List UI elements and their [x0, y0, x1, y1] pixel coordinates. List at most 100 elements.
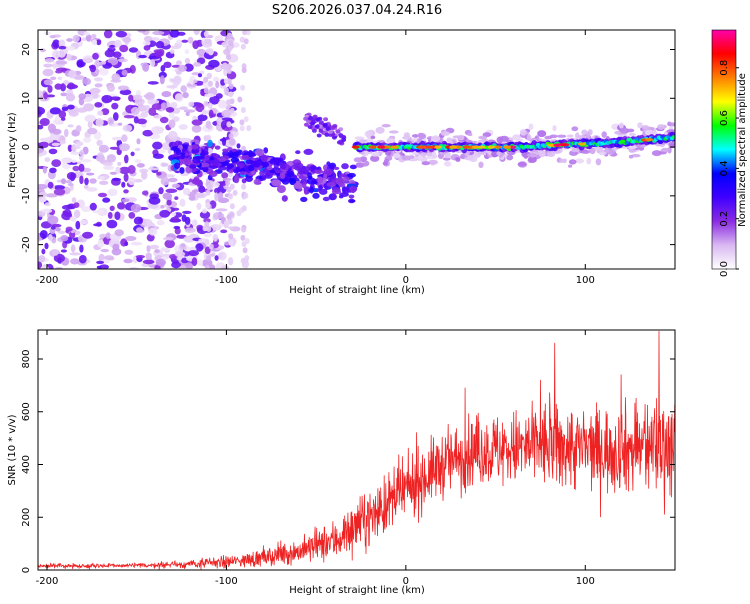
spectrogram-blob [241, 183, 247, 190]
spectrogram-blob [92, 52, 99, 60]
colorbar-tick-label: 0.8 [719, 60, 730, 76]
figure-title: S206.2026.037.04.24.R16 [272, 3, 442, 18]
spectrogram-blob [316, 133, 322, 138]
spectrogram-blob [323, 173, 328, 179]
spectrogram-blob [213, 76, 220, 83]
spectrogram-blob [75, 125, 82, 133]
spectrogram-blob [417, 132, 424, 138]
spectrogram-blob [106, 219, 118, 229]
spectrogram-blob [197, 73, 203, 78]
spectrogram-blob [187, 250, 199, 257]
spectrogram-blob [462, 145, 471, 149]
spectrogram-blob [377, 145, 386, 149]
spectrogram-blob [44, 58, 55, 63]
spectrogram-blob [121, 181, 126, 188]
spectrogram-blob [96, 260, 105, 265]
spectrogram-blob [143, 45, 151, 51]
spectrogram-blob [174, 196, 179, 201]
spectrogram-blob [342, 186, 350, 195]
spectrogram-blob [575, 158, 585, 164]
spectrogram-blob [228, 233, 234, 240]
spectrogram-blob [241, 154, 251, 160]
spectrogram-blob [191, 178, 200, 185]
spectrogram-blob [411, 134, 419, 138]
spectrogram-blob [200, 162, 210, 168]
spectrogram-blob [76, 107, 88, 113]
spectrogram-blob [556, 134, 567, 138]
spectrogram-blob [99, 66, 109, 76]
spectrogram-blob [175, 150, 182, 156]
spectrogram-blob [47, 181, 54, 189]
snr-ytick-label: 0 [21, 567, 32, 573]
spectrogram-xtick-label: 0 [403, 275, 409, 286]
spectrogram-blob [191, 119, 203, 126]
spectrogram-blob [293, 162, 304, 169]
spectrogram-blob [322, 196, 330, 202]
spectrogram-blob [73, 75, 85, 80]
spectrogram-blob [243, 116, 249, 123]
spectrogram-blob [188, 195, 196, 201]
spectrogram-blob [89, 64, 97, 73]
spectrogram-blob [141, 171, 148, 180]
spectrogram-blob [180, 152, 186, 156]
spectrogram-blob [657, 124, 665, 130]
spectrogram-blob [218, 251, 227, 261]
spectrogram-blob [245, 176, 254, 182]
spectrogram-blob [341, 138, 347, 142]
spectrogram-blob [160, 65, 166, 72]
spectrogram-blob [197, 114, 208, 122]
spectrogram-marks [38, 30, 675, 269]
snr-xtick-label: -200 [36, 576, 59, 587]
spectrogram-blob [83, 32, 90, 36]
spectrogram-blob [179, 198, 186, 207]
spectrogram-blob [102, 162, 113, 167]
spectrogram-blob [455, 157, 461, 162]
spectrogram-blob [203, 100, 209, 107]
spectrogram-blob [240, 107, 246, 113]
spectrogram-blob [160, 176, 170, 186]
spectrogram-blob [151, 126, 163, 135]
spectrogram-blob [263, 161, 270, 168]
spectrogram-blob [180, 85, 187, 93]
spectrogram-blob [49, 35, 56, 39]
spectrogram-blob [212, 234, 219, 242]
spectrogram-blob [401, 155, 411, 161]
spectrogram-blob [428, 159, 438, 165]
spectrogram-blob [281, 195, 288, 202]
spectrogram-blob [162, 237, 174, 241]
spectrogram-blob [89, 178, 97, 184]
spectrogram-blob [67, 144, 73, 152]
spectrogram-blob [39, 137, 52, 142]
spectrogram-blob [233, 151, 242, 156]
spectrogram-blob [204, 239, 210, 246]
spectrogram-blob [146, 245, 151, 253]
spectrogram-blob [204, 246, 211, 254]
spectrogram-blob [86, 187, 98, 192]
spectrogram-blob [55, 227, 61, 232]
spectrogram-blob [393, 153, 401, 159]
spectrogram-blob [216, 117, 223, 125]
spectrogram-blob [202, 167, 209, 171]
spectrogram-blob [75, 220, 81, 230]
spectrogram-blob [223, 78, 229, 85]
spectrogram-blob [43, 63, 53, 68]
spectrogram-blob [303, 116, 309, 121]
spectrogram-blob [117, 161, 122, 166]
spectrogram-blob [295, 150, 301, 155]
spectrogram-blob [215, 208, 228, 212]
spectrogram-blob [203, 87, 209, 94]
spectrogram-blob [218, 166, 228, 171]
spectrogram-blob [160, 247, 170, 252]
spectrogram-blob [82, 146, 89, 155]
spectrogram-blob [241, 226, 247, 233]
spectrogram-blob [169, 30, 180, 38]
spectrogram-blob [165, 174, 176, 178]
spectrogram-blob [156, 171, 162, 176]
spectrogram-blob [61, 204, 73, 210]
spectrogram-blob [204, 146, 209, 154]
spectrogram-blob [127, 177, 136, 186]
spectrogram-blob [58, 39, 66, 48]
spectrogram-blob [239, 125, 245, 132]
spectrogram-blob [175, 70, 182, 75]
spectrogram-blob [114, 39, 122, 48]
